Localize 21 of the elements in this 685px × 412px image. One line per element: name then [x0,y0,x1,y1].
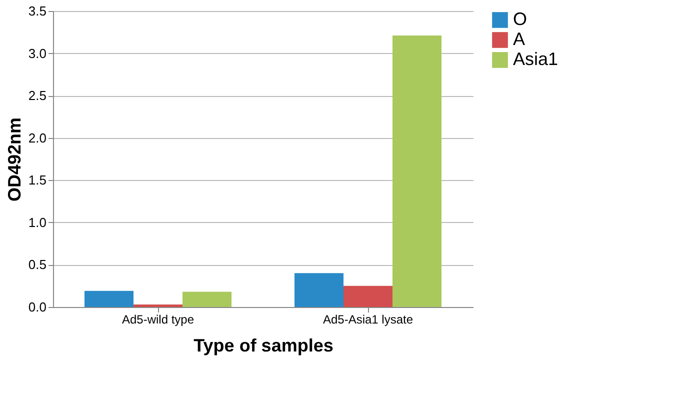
y-tick-label: 2.0 [28,130,46,146]
bar [84,290,134,307]
bar [344,286,392,307]
y-tick-label: 1.5 [28,172,46,188]
x-tick-label: Ad5-wild type [122,312,194,326]
y-tick-label: 2.5 [28,88,46,104]
legend-label: Asia1 [513,49,558,69]
y-tick-label: 1.0 [28,214,46,230]
bar [392,36,442,307]
y-tick-label: 0.5 [28,257,46,272]
bar [294,273,344,307]
bar [182,292,232,307]
y-tick-label: 3.5 [28,4,46,18]
bar [134,304,182,307]
legend-label: O [513,9,528,29]
y-axis-title: OD492nm [4,117,24,202]
y-tick-label: 0.0 [28,300,46,314]
x-axis-title: Type of samples [194,336,334,356]
x-tick-label: Ad5-Asia1 lysate [322,312,414,326]
legend-label: A [513,29,526,49]
y-tick-label: 3.0 [28,46,46,61]
